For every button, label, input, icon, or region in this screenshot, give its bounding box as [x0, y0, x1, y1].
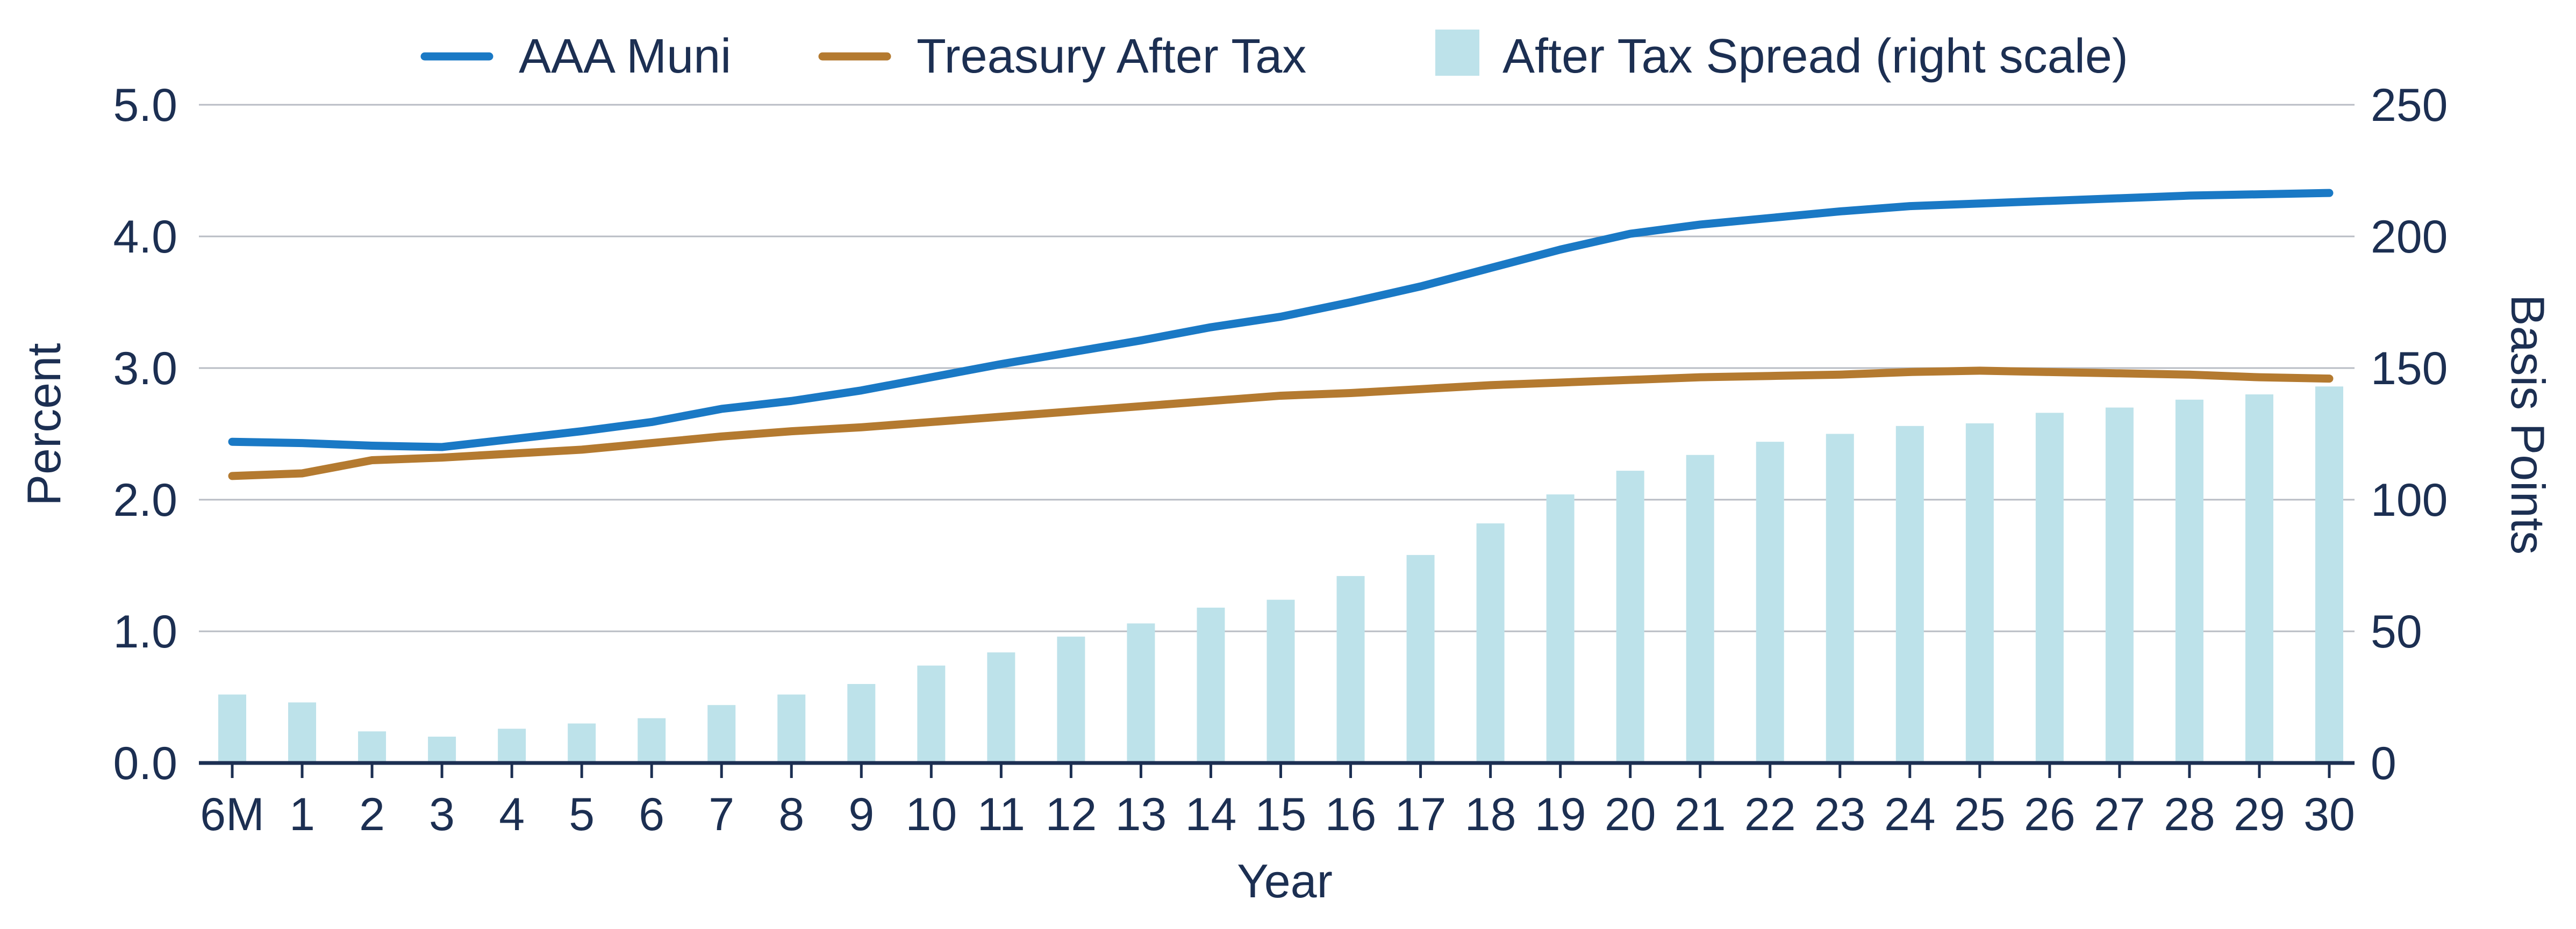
spread-bar — [638, 718, 666, 763]
spread-bar — [1406, 554, 1435, 763]
spread-bar — [1336, 576, 1365, 763]
y-tick-label-right: 150 — [2371, 343, 2448, 394]
x-tick-label: 30 — [2303, 789, 2355, 840]
spread-bar — [2245, 394, 2273, 763]
legend-label: After Tax Spread (right scale) — [1502, 30, 2128, 83]
x-tick-label: 6M — [200, 789, 264, 840]
spread-bar — [498, 729, 526, 763]
spread-bar — [917, 665, 946, 763]
x-tick-label: 19 — [1535, 789, 1586, 840]
x-tick-label: 20 — [1605, 789, 1656, 840]
x-tick-label: 23 — [1814, 789, 1866, 840]
y-axis-left-title: Percent — [17, 343, 70, 506]
spread-bar — [777, 694, 806, 763]
line-series — [228, 189, 2334, 480]
spread-bar — [1756, 442, 1784, 763]
spread-bar — [1826, 434, 1854, 763]
spread-bar — [2175, 399, 2203, 763]
legend: AAA Muni Treasury After Tax After Tax Spre… — [420, 30, 2128, 83]
x-tick-label: 8 — [778, 789, 804, 840]
x-tick-label: 28 — [2164, 789, 2215, 840]
spread-bar — [847, 684, 876, 763]
y-tick-label-left: 5.0 — [113, 80, 177, 131]
spread-bar — [1895, 426, 1924, 763]
y-tick-label-right: 200 — [2371, 211, 2448, 263]
x-tick-label: 26 — [2024, 789, 2076, 840]
x-tick-label: 6 — [639, 789, 664, 840]
legend-item: AAA Muni — [420, 30, 731, 83]
y-tick-label-right: 0 — [2371, 738, 2396, 789]
x-tick-label: 9 — [848, 789, 874, 840]
gridlines — [199, 104, 2355, 632]
spread-bar — [1266, 600, 1295, 763]
spread-bar — [1057, 636, 1085, 763]
spread-bar — [288, 702, 317, 763]
spread-bar — [2315, 386, 2343, 763]
legend-item: After Tax Spread (right scale) — [1435, 30, 2128, 83]
x-tick-label: 12 — [1046, 789, 1097, 840]
spread-bar — [1127, 623, 1155, 763]
x-tick-label: 18 — [1465, 789, 1516, 840]
x-tick-label: 14 — [1185, 789, 1237, 840]
x-tick-label: 21 — [1675, 789, 1726, 840]
y-tick-label-right: 250 — [2371, 80, 2448, 131]
x-axis-title: Year — [1237, 854, 1333, 908]
treasury-after-tax-line — [228, 366, 2334, 480]
spread-bar — [1546, 494, 1575, 763]
y-axis-right-ticks: 0 50 100 150 200 250 — [2371, 80, 2448, 789]
bar-series — [218, 386, 2343, 763]
x-tick-label: 4 — [499, 789, 525, 840]
y-axis-right-title: Basis Points — [2501, 294, 2554, 554]
x-tick-label: 29 — [2234, 789, 2285, 840]
spread-bar — [568, 723, 596, 763]
y-tick-label-left: 4.0 — [113, 211, 177, 263]
spread-bar — [1616, 471, 1644, 763]
x-tick-label: 1 — [289, 789, 315, 840]
legend-label: Treasury After Tax — [917, 30, 1306, 83]
spread-bar — [218, 694, 246, 763]
x-tick-label: 17 — [1395, 789, 1447, 840]
spread-bar — [2105, 407, 2134, 763]
x-axis-ticks: 6M 1 2 3 4 5 6 7 8 9 10 11 12 13 14 15 16 17 18 19 20 21 22 23 2… — [200, 763, 2355, 840]
spread-bar — [428, 737, 456, 763]
spread-bar — [1965, 423, 1994, 763]
x-tick-label: 16 — [1325, 789, 1377, 840]
spread-bar — [1197, 607, 1225, 763]
aaa-muni-line — [228, 189, 2334, 451]
x-tick-label: 27 — [2094, 789, 2145, 840]
y-tick-label-left: 1.0 — [113, 606, 177, 658]
spread-bar — [987, 652, 1015, 763]
legend-swatch — [1435, 30, 1479, 76]
x-tick-label: 10 — [905, 789, 957, 840]
x-tick-label: 24 — [1884, 789, 1936, 840]
legend-item: Treasury After Tax — [818, 30, 1306, 83]
x-tick-label: 15 — [1255, 789, 1307, 840]
spread-bar — [1476, 523, 1505, 763]
y-tick-label-left: 2.0 — [113, 474, 177, 526]
spread-bar — [358, 731, 387, 763]
x-tick-label: 11 — [977, 789, 1025, 840]
y-tick-label-right: 50 — [2371, 606, 2422, 658]
x-tick-label: 13 — [1115, 789, 1167, 840]
spread-bar — [707, 705, 736, 763]
y-tick-label-left: 3.0 — [113, 343, 177, 394]
legend-label: AAA Muni — [519, 30, 731, 83]
x-tick-label: 3 — [429, 789, 455, 840]
spread-bar — [2035, 413, 2064, 763]
spread-bar — [1686, 455, 1714, 763]
y-tick-label-right: 100 — [2371, 474, 2448, 526]
x-tick-label: 5 — [569, 789, 595, 840]
x-tick-label: 22 — [1744, 789, 1796, 840]
y-axis-left-ticks: 0.0 1.0 2.0 3.0 4.0 5.0 — [113, 80, 177, 789]
x-tick-label: 7 — [709, 789, 734, 840]
x-tick-label: 25 — [1954, 789, 2006, 840]
x-tick-label: 2 — [359, 789, 385, 840]
y-tick-label-left: 0.0 — [113, 738, 177, 789]
